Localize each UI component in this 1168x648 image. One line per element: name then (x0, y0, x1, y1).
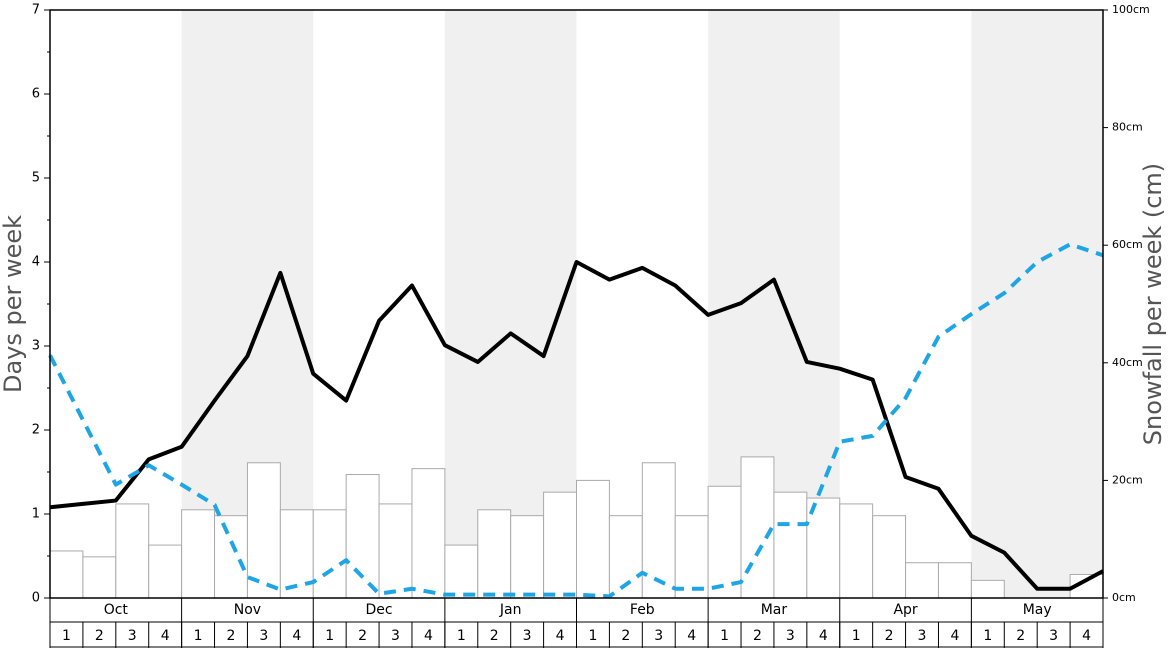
x-tick-label: 3 (391, 628, 400, 644)
x-tick-label: 2 (1016, 628, 1025, 644)
bar (82, 556, 117, 599)
y-tick-label: 2 (32, 423, 40, 438)
x-tick-label: 1 (62, 628, 71, 644)
x-tick-label: 4 (424, 628, 433, 644)
x-tick-label: 4 (161, 628, 170, 644)
y2-tick-label: 40cm (1112, 356, 1143, 369)
y2-tick-label: 60cm (1112, 238, 1143, 251)
bar (115, 503, 150, 599)
y2-tick-label: 80cm (1112, 121, 1143, 134)
x-tick-label: 1 (457, 628, 466, 644)
x-tick-label: 3 (654, 628, 663, 644)
x-tick-label: 2 (358, 628, 367, 644)
bar (641, 462, 676, 599)
y-axis-label: Days per week (0, 215, 27, 393)
bar (740, 456, 775, 599)
x-tick-label: 1 (983, 628, 992, 644)
x-tick-label: 4 (1082, 628, 1091, 644)
y-tick-label: 1 (32, 507, 40, 522)
bar (312, 509, 347, 599)
x-tick-label: 3 (786, 628, 795, 644)
x-tick-label: 3 (523, 628, 532, 644)
bar (970, 579, 1005, 599)
x-tick-label: 4 (950, 628, 959, 644)
x-tick-label: 2 (490, 628, 499, 644)
bar (839, 503, 874, 599)
bar (773, 491, 808, 599)
x-tick-label: 4 (819, 628, 828, 644)
x-tick-label: 1 (325, 628, 334, 644)
month-label: Nov (234, 602, 261, 618)
month-label: Apr (893, 602, 917, 618)
bar (872, 515, 907, 599)
month-label: Mar (761, 602, 788, 618)
month-label: Dec (366, 602, 393, 618)
x-tick-label: 3 (918, 628, 927, 644)
y2-tick-label: 20cm (1112, 473, 1143, 486)
x-tick-label: 2 (753, 628, 762, 644)
y2-axis-label: Snowfall per week (cm) (1139, 163, 1167, 445)
bar (214, 515, 248, 599)
bar (674, 515, 709, 599)
y-tick-label: 4 (32, 255, 40, 270)
x-tick-label: 4 (556, 628, 565, 644)
x-tick-label: 1 (194, 628, 203, 644)
bar (707, 485, 742, 599)
bar (148, 544, 183, 599)
x-tick-label: 3 (1049, 628, 1058, 644)
bar (49, 550, 84, 599)
month-label: May (1023, 602, 1052, 618)
x-tick-label: 2 (621, 628, 630, 644)
month-label: Oct (104, 602, 129, 618)
bar (181, 509, 216, 599)
x-tick-label: 2 (227, 628, 236, 644)
x-tick-label: 4 (687, 628, 696, 644)
y-tick-label: 3 (32, 339, 40, 354)
y-tick-label: 7 (32, 3, 40, 18)
month-band (971, 10, 1103, 598)
x-tick-label: 1 (720, 628, 729, 644)
bar (937, 562, 972, 599)
month-label: Jan (499, 602, 522, 618)
x-tick-label: 4 (292, 628, 301, 644)
line (49, 260, 1104, 591)
bar (411, 468, 446, 599)
x-tick-label: 3 (128, 628, 137, 644)
x-tick-label: 2 (95, 628, 104, 644)
bar (444, 544, 479, 599)
y-tick-label: 6 (32, 87, 40, 102)
bar (378, 503, 413, 599)
y-tick-label: 5 (32, 171, 40, 186)
month-label: Feb (630, 602, 655, 618)
x-tick-label: 1 (852, 628, 861, 644)
line (48, 242, 1104, 599)
bar (345, 474, 380, 599)
y2-tick-label: 0cm (1112, 591, 1136, 604)
y-tick-label: 0 (32, 591, 40, 606)
bar (477, 509, 512, 599)
y2-tick-label: 100cm (1112, 3, 1150, 16)
bar (543, 491, 577, 599)
x-tick-label: 3 (259, 628, 268, 644)
x-tick-label: 2 (885, 628, 894, 644)
bar (510, 515, 545, 599)
bar (905, 562, 939, 599)
bar (576, 479, 610, 599)
x-tick-label: 1 (588, 628, 597, 644)
